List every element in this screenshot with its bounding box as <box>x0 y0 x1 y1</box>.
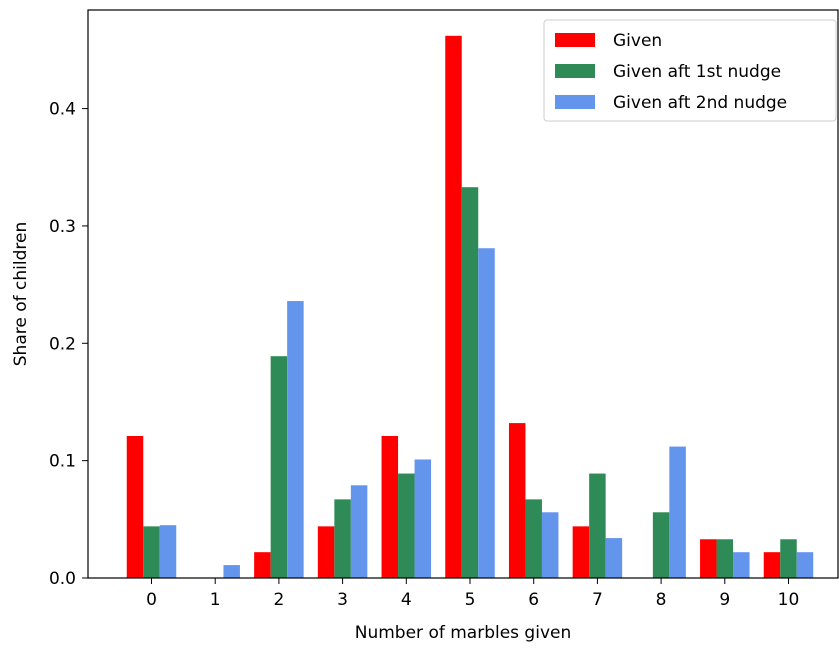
legend-box <box>543 19 837 122</box>
bar-series-1-category-6 <box>508 423 526 578</box>
legend-swatch-series-2 <box>555 64 595 78</box>
x-tick-label: 4 <box>401 590 412 610</box>
x-tick-label: 6 <box>528 590 539 610</box>
bar-series-2-category-10 <box>780 539 797 578</box>
bar-series-1-category-7 <box>572 526 590 578</box>
x-axis-ticks: 0 1 2 3 4 5 6 7 8 9 10 <box>146 578 799 610</box>
bar-series-1-category-2 <box>254 552 271 578</box>
bar-series-2-category-4 <box>398 473 415 578</box>
x-tick-label: 2 <box>273 590 284 610</box>
y-tick-label: 0.3 <box>49 217 76 237</box>
bar-series-1-category-10 <box>763 552 781 578</box>
bar-series-2-category-8 <box>652 512 670 578</box>
bar-series-3-category-8 <box>669 446 686 578</box>
legend-swatch-series-1 <box>555 33 595 47</box>
x-tick-label: 3 <box>337 590 348 610</box>
legend-label-series-1: Given <box>613 31 662 51</box>
bar-series-3-category-5 <box>478 248 495 579</box>
x-tick-label: 10 <box>778 590 800 610</box>
bar-series-2-category-2 <box>270 356 288 578</box>
plot-frame <box>87 9 839 579</box>
bar-series-3-category-2 <box>287 301 304 578</box>
legend: Given Given aft 1st nudge Given aft 2nd nu… <box>543 19 837 122</box>
bar-series-1-category-3 <box>317 526 335 578</box>
y-axis-ticks: 0.0 0.1 0.2 0.3 0.4 <box>49 100 88 589</box>
y-tick-label: 0.1 <box>49 452 76 472</box>
bar-series-1-category-0 <box>126 436 144 578</box>
y-tick-label: 0.4 <box>49 100 76 120</box>
bar-series-3-category-0 <box>159 525 177 578</box>
bar-series-1-category-5 <box>445 35 462 578</box>
x-tick-label: 7 <box>592 590 603 610</box>
bar-series-1-category-4 <box>381 436 399 578</box>
bar-series-2-category-0 <box>143 526 160 578</box>
bar-series-3-category-1 <box>223 565 240 578</box>
y-tick-label: 0.2 <box>49 334 76 354</box>
bar-series-3-category-10 <box>796 552 814 578</box>
x-axis-label: Number of marbles given <box>355 623 572 643</box>
bar-series-3-category-3 <box>350 485 368 578</box>
bar-series-3-category-9 <box>733 552 750 578</box>
legend-label-series-2: Given aft 1st nudge <box>613 62 781 82</box>
bar-series-3-category-4 <box>414 459 432 578</box>
x-tick-label: 9 <box>719 590 730 610</box>
y-axis-label: Share of children <box>11 222 31 366</box>
y-tick-label: 0.0 <box>49 569 76 589</box>
x-tick-label: 8 <box>656 590 667 610</box>
bars-layer <box>126 35 814 579</box>
x-tick-label: 5 <box>465 590 476 610</box>
bar-series-3-category-6 <box>541 512 559 578</box>
legend-swatch-series-3 <box>555 95 595 109</box>
bar-series-3-category-7 <box>605 538 623 578</box>
x-tick-label: 1 <box>210 590 221 610</box>
legend-label-series-3: Given aft 2nd nudge <box>613 93 787 113</box>
bar-series-2-category-9 <box>716 539 734 578</box>
bar-series-1-category-9 <box>700 539 717 578</box>
x-tick-label: 0 <box>146 590 157 610</box>
bar-series-2-category-6 <box>525 499 542 578</box>
bar-series-2-category-3 <box>334 499 351 578</box>
bar-series-2-category-7 <box>589 473 606 578</box>
bar-series-2-category-5 <box>461 187 479 578</box>
